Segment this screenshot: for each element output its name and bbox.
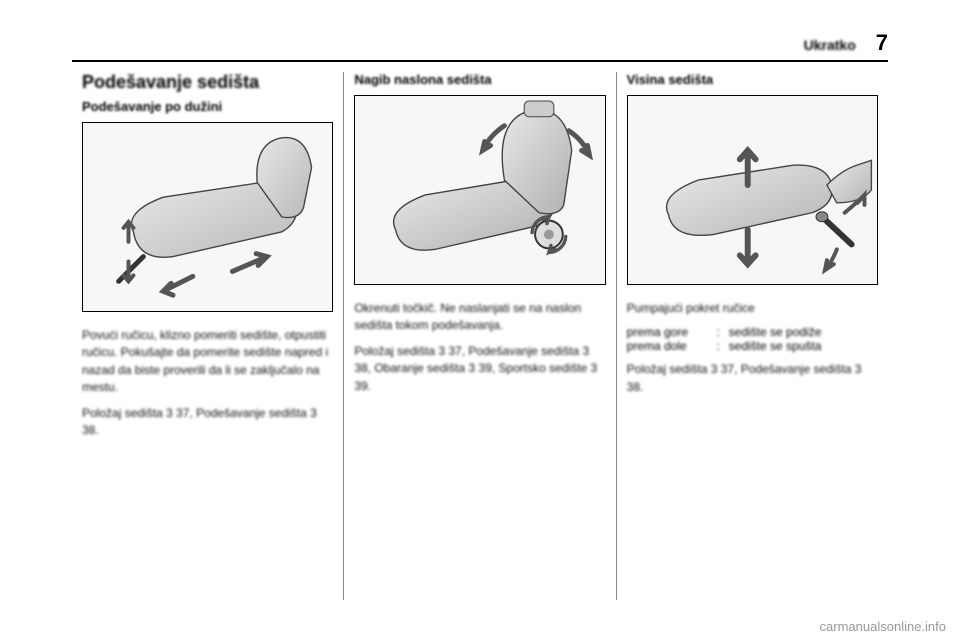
paragraph: Položaj sedišta 3 37, Podešavanje sedišt… — [354, 343, 605, 395]
paragraph: Položaj sedišta 3 37, Podešavanje sedišt… — [82, 405, 333, 440]
watermark: carmanualsonline.info — [820, 619, 946, 634]
paragraph: Okrenuti točkič. Ne naslanjati se na nas… — [354, 300, 605, 335]
deflist-sep: : — [717, 339, 729, 353]
page-header: Ukratko 7 — [72, 30, 888, 62]
deflist-def: sedište se spušta — [729, 339, 878, 353]
deflist-term: prema gore — [627, 325, 717, 339]
paragraph: Položaj sedišta 3 37, Podešavanje sedišt… — [627, 361, 878, 396]
seat-length-figure — [82, 122, 333, 312]
deflist-row: prema gore : sedište se podiže — [627, 325, 878, 339]
subsection-heading: Visina sedišta — [627, 72, 878, 87]
deflist-intro: Pumpajući pokret ručice — [627, 300, 878, 317]
column-3: Visina sedišta — [616, 72, 888, 600]
column-2: Nagib naslona sedišta — [343, 72, 615, 600]
column-1: Podešavanje sedišta Podešavanje po dužin… — [72, 72, 343, 600]
page-number: 7 — [876, 30, 888, 56]
definition-list: prema gore : sedište se podiže prema dol… — [627, 325, 878, 353]
section-heading: Podešavanje sedišta — [82, 72, 333, 93]
paragraph: Povući ručicu, klizno pomeriti sedište, … — [82, 327, 333, 397]
deflist-sep: : — [717, 325, 729, 339]
seat-height-figure — [627, 95, 878, 285]
subsection-heading: Podešavanje po dužini — [82, 99, 333, 114]
deflist-def: sedište se podiže — [729, 325, 878, 339]
chapter-title: Ukratko — [804, 37, 856, 53]
deflist-term: prema dole — [627, 339, 717, 353]
content-columns: Podešavanje sedišta Podešavanje po dužin… — [72, 72, 888, 600]
deflist-row: prema dole : sedište se spušta — [627, 339, 878, 353]
subsection-heading: Nagib naslona sedišta — [354, 72, 605, 87]
manual-page: Ukratko 7 Podešavanje sedišta Podešavanj… — [72, 30, 888, 600]
seat-backrest-figure — [354, 95, 605, 285]
